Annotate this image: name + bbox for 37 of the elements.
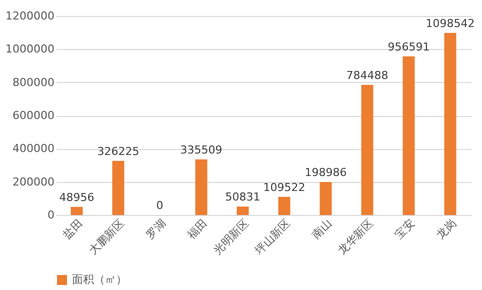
bar [236, 206, 249, 215]
y-tick-label: 400000 [12, 142, 54, 156]
x-tick-label: 南山 [309, 216, 334, 242]
y-tick-label: 800000 [12, 76, 54, 89]
x-tick-label: 大鹏新区 [86, 216, 127, 258]
data-label: 784488 [346, 68, 388, 82]
bar [112, 160, 124, 215]
bar [70, 206, 83, 215]
bar [195, 159, 208, 215]
x-tick-label: 光明新区 [210, 216, 252, 258]
x-tick-label: 宝安 [392, 216, 418, 242]
y-tick-label: 0 [48, 208, 54, 222]
y-tick-label: 200000 [12, 175, 54, 188]
y-tick-label: 1000000 [6, 42, 54, 56]
data-label: 335509 [180, 143, 222, 156]
data-label: 1098542 [426, 16, 475, 30]
data-label: 50831 [225, 190, 260, 204]
x-tick-label: 坪山新区 [252, 216, 293, 258]
data-label: 48956 [59, 190, 94, 204]
x-tick-label: 福田 [184, 216, 210, 242]
x-tick-label: 龙岗 [434, 216, 459, 242]
bar [444, 32, 456, 215]
bar [402, 56, 415, 215]
x-tick-label: 龙华新区 [335, 216, 376, 258]
y-tick-label: 1200000 [6, 10, 54, 22]
legend-label: 面积（㎡） [72, 273, 127, 286]
data-label: 198986 [304, 166, 347, 179]
x-tick-label: 罗湖 [143, 216, 168, 242]
data-label: 956591 [388, 40, 430, 54]
data-label: 109522 [263, 180, 306, 194]
bar [320, 182, 332, 215]
x-tick-label: 盐田 [60, 216, 86, 242]
bar [361, 84, 374, 215]
data-label: 0 [156, 199, 164, 212]
bar [278, 196, 290, 215]
data-label: 326225 [97, 144, 140, 158]
y-tick-label: 600000 [12, 109, 54, 122]
